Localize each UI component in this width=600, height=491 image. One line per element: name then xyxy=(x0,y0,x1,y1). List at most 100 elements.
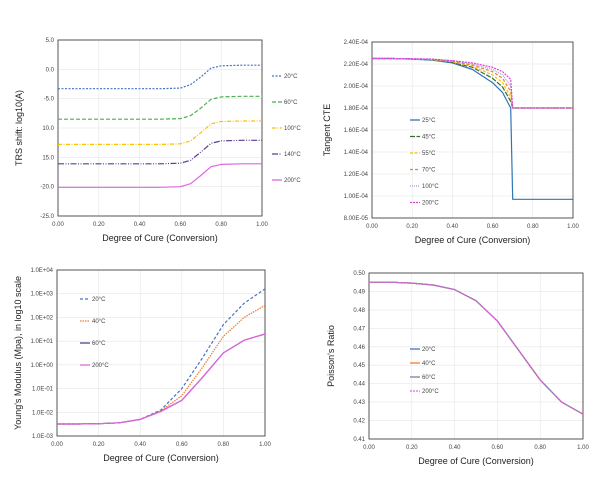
x-axis-label: Degree of Cure (Conversion) xyxy=(103,453,219,463)
y-tick-label: 2.40E-04 xyxy=(344,40,369,46)
x-tick-label: 0.60 xyxy=(175,222,187,228)
legend-label: 20°C xyxy=(92,297,106,303)
legend-label: 45°C xyxy=(422,135,436,141)
chart-3: 0.00 0.20 0.40 0.60 0.80 1.00 1.0E+04 1.0E+03 1.… xyxy=(13,268,271,463)
series-line-200c xyxy=(372,57,573,109)
x-tick-label: 0.20 xyxy=(93,222,105,228)
y-tick-label: 0.46 xyxy=(353,345,365,351)
y-tick-label: 0.43 xyxy=(353,400,365,406)
x-axis-label: Degree of Cure (Conversion) xyxy=(415,235,531,245)
y-axis-label: Tangent CTE xyxy=(322,104,332,157)
y-tick-label: -5.0 xyxy=(44,97,55,103)
legend-label: 100°C xyxy=(284,126,301,132)
y-tick-label: 0.47 xyxy=(353,326,365,332)
chart-4: 0.00 0.20 0.40 0.60 0.80 1.00 0.50 0.49 0.48 0.47… xyxy=(326,271,589,466)
y-tick-label: 1.0E-02 xyxy=(32,410,54,416)
x-tick-label: 1.00 xyxy=(577,445,589,451)
legend-label: 20°C xyxy=(422,347,436,353)
y-tick-label: 0.49 xyxy=(353,289,365,295)
x-tick-label: 0.00 xyxy=(363,445,375,451)
legend-label: 60°C xyxy=(284,100,298,106)
series-line-20c xyxy=(57,288,266,425)
legend-label: 140°C xyxy=(284,152,301,158)
y-tick-label: 1.0E-03 xyxy=(32,434,54,440)
y-tick-label: 1.20E-04 xyxy=(344,172,369,178)
y-tick-label: 1.40E-04 xyxy=(344,150,369,156)
y-tick-label: 0.41 xyxy=(353,437,365,443)
x-tick-label: 0.80 xyxy=(218,442,230,448)
y-tick-label: 1.0E+00 xyxy=(30,363,53,369)
plot-frame xyxy=(371,41,574,219)
y-axis-label: Young's Modulus (Mpa), in log10 scale xyxy=(13,276,23,430)
plot-area xyxy=(57,270,265,436)
legend-label: 70°C xyxy=(422,168,436,174)
legend-label: 40°C xyxy=(92,319,106,325)
plot-frame xyxy=(56,269,266,437)
legend-label: 60°C xyxy=(422,375,436,381)
series-line-100c xyxy=(58,120,262,145)
series-line-140c xyxy=(58,139,262,165)
series-line-200c xyxy=(57,333,266,425)
legend-label: 200°C xyxy=(422,389,439,395)
y-tick-label: -20.0 xyxy=(40,185,54,191)
x-tick-label: 0.60 xyxy=(487,224,499,230)
x-tick-label: 0.60 xyxy=(492,445,504,451)
y-tick-label: 1.60E-04 xyxy=(344,128,369,134)
x-tick-label: 0.40 xyxy=(134,222,146,228)
y-tick-label: 8.00E-05 xyxy=(344,216,369,222)
x-tick-label: 0.80 xyxy=(527,224,539,230)
x-tick-label: 0.40 xyxy=(449,445,461,451)
series-line-200c xyxy=(58,163,262,188)
y-tick-label: 1.80E-04 xyxy=(344,106,369,112)
y-axis-label: TRS shift: log10(A) xyxy=(14,90,24,166)
y-tick-label: 1.00E-04 xyxy=(344,194,369,200)
y-tick-label: 0.48 xyxy=(353,308,365,314)
x-tick-label: 0.20 xyxy=(406,445,418,451)
chart-2: 0.00 0.20 0.40 0.60 0.80 1.00 2.40E-04 2.20E-04… xyxy=(322,40,579,245)
x-tick-label: 1.00 xyxy=(567,224,579,230)
legend-label: 200°C xyxy=(92,363,109,369)
y-axis-label: Poisson's Ratio xyxy=(326,325,336,387)
legend-label: 55°C xyxy=(422,151,436,157)
y-tick-label: 1.0E+04 xyxy=(30,268,53,274)
legend-label: 200°C xyxy=(284,178,301,184)
x-tick-label: 1.00 xyxy=(259,442,271,448)
x-tick-label: 0.20 xyxy=(93,442,105,448)
legend-label: 60°C xyxy=(92,341,106,347)
x-tick-label: 0.20 xyxy=(406,224,418,230)
y-tick-label: 0.0 xyxy=(46,67,55,73)
legend-label: 200°C xyxy=(422,201,439,207)
x-tick-label: 0.60 xyxy=(176,442,188,448)
x-tick-label: 0.00 xyxy=(52,222,64,228)
x-tick-label: 0.40 xyxy=(134,442,146,448)
x-tick-label: 0.00 xyxy=(366,224,378,230)
chart-1: 0.00 0.20 0.40 0.60 0.80 1.00 5.0 0.0 -5.0 10.0 15… xyxy=(14,38,301,243)
y-tick-label: 0.44 xyxy=(353,382,365,388)
y-tick-label: 0.45 xyxy=(353,363,365,369)
y-tick-label: 1.0E+01 xyxy=(30,339,53,345)
y-tick-label: 1.0E-01 xyxy=(32,387,54,393)
legend-label: 100°C xyxy=(422,184,439,190)
x-tick-label: 0.00 xyxy=(51,442,63,448)
x-tick-label: 0.80 xyxy=(215,222,227,228)
y-tick-label: 1.0E+03 xyxy=(30,292,53,298)
y-tick-label: 0.42 xyxy=(353,419,365,425)
series-line-200c xyxy=(369,281,584,415)
y-tick-label: 15.0 xyxy=(42,155,54,161)
plot-frame xyxy=(368,272,584,440)
plot-area xyxy=(369,273,583,439)
y-tick-label: 2.00E-04 xyxy=(344,84,369,90)
x-axis-label: Degree of Cure (Conversion) xyxy=(418,456,534,466)
legend-label: 40°C xyxy=(422,361,436,367)
legend-label: 25°C xyxy=(422,118,436,124)
y-tick-label: 1.0E+02 xyxy=(30,315,53,321)
y-tick-label: 10.0 xyxy=(42,126,54,132)
x-tick-label: 1.00 xyxy=(256,222,268,228)
y-tick-label: 2.20E-04 xyxy=(344,62,369,68)
y-tick-label: 5.0 xyxy=(46,38,55,44)
y-tick-label: -25.0 xyxy=(40,214,54,220)
series-line-20c xyxy=(58,64,262,90)
x-axis-label: Degree of Cure (Conversion) xyxy=(102,233,218,243)
